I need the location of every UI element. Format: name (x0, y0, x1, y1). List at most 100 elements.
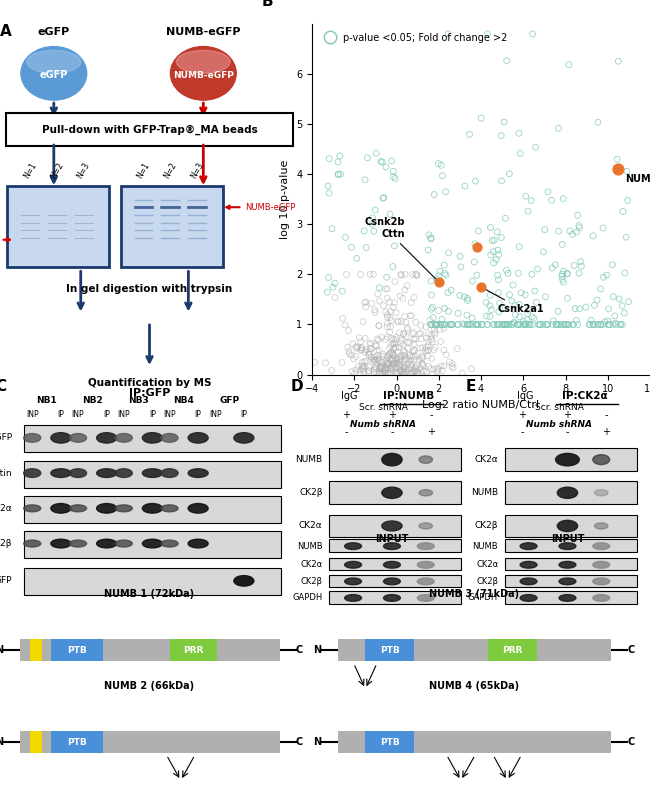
Point (395, 351, 405, 363)
Point (410, 268, 421, 281)
Ellipse shape (97, 540, 116, 548)
Point (558, 318, 569, 331)
Point (366, 351, 376, 363)
Point (376, 360, 387, 373)
Ellipse shape (384, 543, 400, 549)
Bar (365, 731, 415, 753)
Point (384, 367, 395, 380)
Point (500, 318, 510, 331)
Point (369, 366, 380, 379)
Point (369, 363, 380, 375)
Text: NUMB: NUMB (471, 489, 498, 497)
Point (386, 346, 396, 359)
Point (322, 286, 333, 299)
Bar (338, 639, 611, 662)
Ellipse shape (51, 433, 71, 443)
Point (414, 353, 424, 366)
Point (588, 318, 598, 331)
Ellipse shape (176, 50, 230, 73)
Point (601, 269, 612, 281)
Point (518, 315, 528, 328)
Point (392, 367, 402, 379)
Point (422, 350, 433, 363)
Point (574, 267, 584, 280)
Point (357, 356, 367, 369)
Point (398, 338, 408, 351)
Point (380, 366, 391, 379)
Point (519, 318, 530, 331)
Point (428, 344, 439, 356)
Text: N=1: N=1 (22, 161, 38, 180)
Text: NUMB 3 (71kDa): NUMB 3 (71kDa) (430, 589, 519, 599)
Point (608, 290, 618, 303)
Ellipse shape (115, 540, 133, 547)
Point (374, 363, 385, 375)
Point (383, 359, 393, 371)
Point (415, 319, 426, 332)
Point (363, 367, 374, 380)
Point (393, 357, 404, 370)
Point (391, 331, 402, 344)
Point (395, 359, 405, 371)
Point (398, 368, 409, 381)
Point (367, 211, 378, 224)
Ellipse shape (51, 504, 71, 513)
Text: CK2β: CK2β (301, 577, 322, 586)
Point (359, 296, 370, 309)
Point (391, 360, 402, 373)
Point (400, 284, 410, 296)
Point (464, 318, 474, 331)
Legend: p-value <0.05; Fold of change >2: p-value <0.05; Fold of change >2 (317, 29, 512, 46)
Point (459, 291, 469, 304)
Point (434, 276, 444, 289)
Point (417, 350, 427, 363)
Point (384, 347, 395, 360)
Text: N=3: N=3 (189, 161, 205, 180)
Point (359, 355, 370, 368)
Point (419, 359, 429, 372)
Point (521, 317, 532, 330)
Point (387, 347, 398, 360)
Point (411, 350, 421, 363)
Text: PRR: PRR (502, 646, 523, 655)
Point (463, 318, 473, 331)
Point (575, 255, 586, 268)
Point (380, 363, 390, 376)
Point (610, 309, 620, 322)
Point (481, 309, 491, 322)
Point (396, 349, 407, 362)
Point (388, 350, 398, 363)
Text: A: A (0, 24, 12, 38)
Point (427, 368, 437, 381)
Point (527, 310, 538, 323)
Point (376, 368, 386, 381)
Point (553, 225, 564, 238)
Point (382, 271, 392, 284)
Point (563, 318, 573, 331)
Bar (330, 540, 462, 552)
Point (488, 245, 499, 258)
Point (417, 359, 428, 371)
Point (372, 349, 383, 362)
Point (595, 282, 606, 295)
Point (370, 339, 381, 351)
Point (502, 318, 512, 331)
Ellipse shape (417, 578, 434, 585)
Point (573, 318, 583, 331)
Point (408, 328, 418, 340)
Point (415, 342, 425, 355)
Point (340, 319, 350, 332)
Point (443, 305, 454, 318)
Point (425, 318, 436, 331)
Point (434, 304, 444, 317)
Point (455, 250, 465, 263)
Point (452, 342, 462, 355)
Text: N=2: N=2 (162, 161, 179, 180)
FancyBboxPatch shape (6, 113, 293, 146)
Point (380, 362, 391, 375)
Point (356, 335, 366, 347)
Point (523, 205, 533, 218)
Point (476, 281, 486, 293)
Point (592, 294, 602, 307)
Point (553, 122, 564, 135)
